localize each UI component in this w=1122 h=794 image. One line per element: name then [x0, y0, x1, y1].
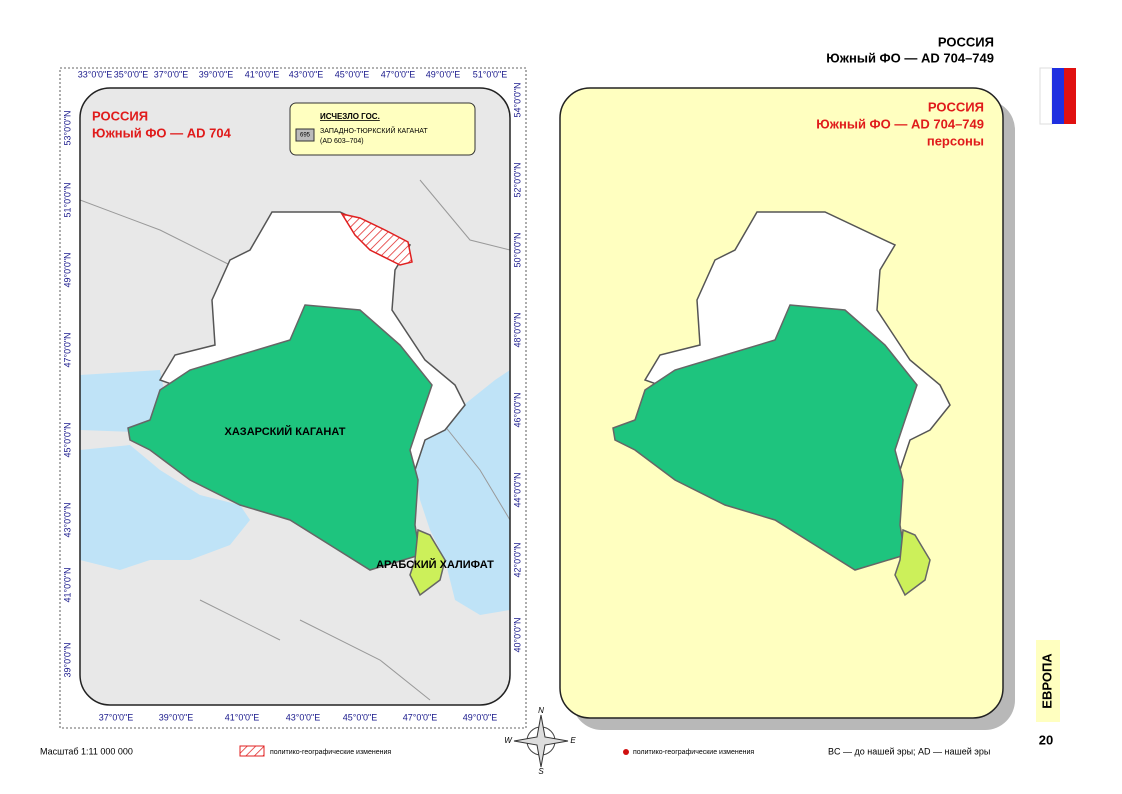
- left-title: РОССИЯ: [92, 108, 148, 123]
- lat-label: 45°0'0"N: [62, 422, 72, 457]
- legend-name: ЗАПАДНО-ТЮРКСКИЙ КАГАНАТ: [320, 126, 428, 135]
- hatch-legend: политико-географические изменения: [270, 749, 391, 756]
- compass-letter: W: [504, 736, 513, 745]
- dot-legend: политико-географические изменения: [633, 749, 754, 756]
- lon-label: 43°0'0"E: [289, 69, 324, 79]
- lat-label: 52°0'0"N: [512, 162, 522, 197]
- lat-label: 42°0'0"N: [512, 542, 522, 577]
- lat-label: 51°0'0"N: [62, 182, 72, 217]
- lon-label: 39°0'0"E: [199, 69, 234, 79]
- lon-label: 37°0'0"E: [154, 69, 189, 79]
- lat-label: 48°0'0"N: [512, 312, 522, 347]
- compass-letter: N: [538, 706, 544, 715]
- lat-label: 39°0'0"N: [62, 642, 72, 677]
- lon-label: 37°0'0"E: [99, 712, 134, 722]
- lon-label: 49°0'0"E: [426, 69, 461, 79]
- lon-label: 47°0'0"E: [381, 69, 416, 79]
- lon-label: 41°0'0"E: [245, 69, 280, 79]
- lon-label: 33°0'0"E: [78, 69, 113, 79]
- map-label: АРАБСКИЙ ХАЛИФАТ: [376, 558, 494, 571]
- era-note: BC — до нашей эры; AD — нашей эры: [828, 746, 990, 756]
- legend-period: (AD 603–704): [320, 138, 364, 145]
- left-subtitle: Южный ФО — AD 704: [92, 125, 232, 140]
- lat-label: 41°0'0"N: [62, 567, 72, 602]
- header-title: РОССИЯ: [938, 34, 994, 49]
- legend-badge: 695: [300, 133, 311, 139]
- scale: Масштаб 1:11 000 000: [40, 746, 133, 756]
- lat-label: 46°0'0"N: [512, 392, 522, 427]
- page-number: 20: [1039, 732, 1053, 747]
- lon-label: 51°0'0"E: [473, 69, 508, 79]
- header-subtitle: Южный ФО — AD 704–749: [826, 50, 994, 65]
- left-map: [80, 88, 510, 705]
- lon-label: 35°0'0"E: [114, 69, 149, 79]
- lon-label: 45°0'0"E: [335, 69, 370, 79]
- map-label: ХАЗАРСКИЙ КАГАНАТ: [225, 425, 346, 438]
- lon-label: 41°0'0"E: [225, 712, 260, 722]
- lon-label: 49°0'0"E: [463, 712, 498, 722]
- compass-letter: S: [538, 767, 544, 776]
- lon-label: 47°0'0"E: [403, 712, 438, 722]
- lat-label: 49°0'0"N: [62, 252, 72, 287]
- lat-label: 44°0'0"N: [512, 472, 522, 507]
- lon-label: 39°0'0"E: [159, 712, 194, 722]
- section-label: ЕВРОПА: [1039, 653, 1054, 709]
- lat-label: 50°0'0"N: [512, 232, 522, 267]
- lat-label: 54°0'0"N: [512, 82, 522, 117]
- lat-label: 47°0'0"N: [62, 332, 72, 367]
- compass: N W E S: [504, 706, 576, 776]
- legend-heading: ИСЧЕЗЛО ГОС.: [320, 112, 380, 121]
- compass-letter: E: [570, 736, 576, 745]
- lon-label: 45°0'0"E: [343, 712, 378, 722]
- lat-label: 40°0'0"N: [512, 617, 522, 652]
- lat-label: 53°0'0"N: [62, 110, 72, 145]
- right-caption: персоны: [927, 133, 984, 148]
- right-subtitle: Южный ФО — AD 704–749: [816, 116, 984, 131]
- lon-label: 43°0'0"E: [286, 712, 321, 722]
- lat-label: 43°0'0"N: [62, 502, 72, 537]
- right-title: РОССИЯ: [928, 99, 984, 114]
